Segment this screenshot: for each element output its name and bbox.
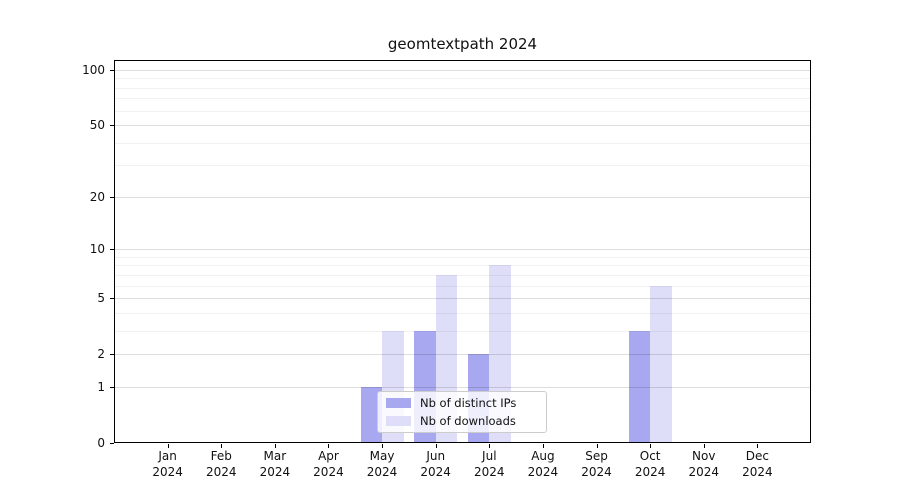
y-tick-label-10: 10 — [89, 242, 105, 257]
x-tick-label-feb: Feb 2024 — [205, 449, 237, 479]
x-tick-label-jun: Jun 2024 — [420, 449, 451, 479]
bar-distinct-ips-may — [360, 386, 383, 443]
gridline-minor-4 — [114, 312, 811, 314]
x-tick-dec — [757, 444, 759, 448]
gridline-major-100 — [114, 69, 811, 71]
x-tick-label-apr: Apr 2024 — [313, 449, 344, 479]
gridline-minor-7 — [114, 274, 811, 276]
x-tick-label-may: May 2024 — [366, 449, 398, 479]
gridline-minor-6 — [114, 285, 811, 287]
y-tick-50 — [110, 125, 114, 127]
gridline-minor-90 — [114, 78, 811, 80]
y-tick-100 — [110, 69, 114, 71]
gridline-minor-60 — [114, 110, 811, 112]
x-tick-label-dec: Dec 2024 — [742, 449, 773, 479]
legend-item-downloads: Nb of downloads — [386, 414, 546, 428]
legend-label-distinct-ips: Nb of distinct IPs — [420, 396, 517, 410]
y-tick-label-5: 5 — [97, 291, 105, 306]
gridline-major-2 — [114, 354, 811, 356]
x-tick-nov — [703, 444, 705, 448]
x-tick-label-jul: Jul 2024 — [474, 449, 505, 479]
gridline-minor-70 — [114, 98, 811, 100]
gridline-major-1 — [114, 386, 811, 388]
gridline-minor-80 — [114, 87, 811, 89]
x-tick-label-jan: Jan 2024 — [152, 449, 183, 479]
legend-swatch-distinct-ips-icon — [386, 398, 411, 408]
y-tick-10 — [110, 249, 114, 251]
x-tick-label-sep: Sep 2024 — [581, 449, 612, 479]
x-tick-oct — [650, 444, 652, 448]
y-tick-5 — [110, 298, 114, 300]
y-tick-0 — [110, 443, 114, 444]
bar-downloads-oct — [650, 285, 672, 443]
gridline-minor-30 — [114, 165, 811, 167]
gridline-minor-3 — [114, 330, 811, 332]
legend-label-downloads: Nb of downloads — [420, 414, 516, 428]
gridline-major-50 — [114, 125, 811, 127]
gridline-minor-9 — [114, 256, 811, 258]
plot-border — [114, 60, 811, 443]
y-tick-2 — [110, 354, 114, 356]
x-tick-mar — [274, 444, 276, 448]
x-tick-may — [382, 444, 384, 448]
y-tick-label-50: 50 — [89, 118, 105, 133]
gridline-major-5 — [114, 298, 811, 300]
x-tick-sep — [596, 444, 598, 448]
legend-swatch-downloads-icon — [386, 416, 411, 426]
x-tick-jan — [167, 444, 169, 448]
y-tick-20 — [110, 196, 114, 198]
y-tick-label-1: 1 — [97, 379, 105, 394]
y-tick-label-20: 20 — [89, 189, 105, 204]
x-tick-label-mar: Mar 2024 — [259, 449, 291, 479]
y-tick-label-2: 2 — [97, 347, 105, 362]
x-tick-label-aug: Aug 2024 — [527, 449, 559, 479]
x-tick-jun — [435, 444, 437, 448]
x-tick-feb — [221, 444, 223, 448]
gridline-minor-8 — [114, 265, 811, 267]
x-tick-apr — [328, 444, 330, 448]
bar-distinct-ips-oct — [628, 330, 651, 443]
y-tick-label-100: 100 — [82, 62, 105, 77]
gridline-minor-40 — [114, 142, 811, 144]
legend-item-distinct-ips: Nb of distinct IPs — [386, 396, 546, 410]
legend: Nb of distinct IPs Nb of downloads — [377, 391, 547, 433]
y-tick-label-0: 0 — [97, 436, 105, 450]
x-tick-label-oct: Oct 2024 — [634, 449, 666, 479]
x-tick-jul — [489, 444, 491, 448]
y-tick-1 — [110, 386, 114, 388]
chart-title: geomtextpath 2024 — [387, 35, 538, 53]
gridline-major-10 — [114, 249, 811, 251]
gridline-major-20 — [114, 196, 811, 198]
x-tick-label-nov: Nov 2024 — [688, 449, 720, 479]
x-tick-aug — [542, 444, 544, 448]
